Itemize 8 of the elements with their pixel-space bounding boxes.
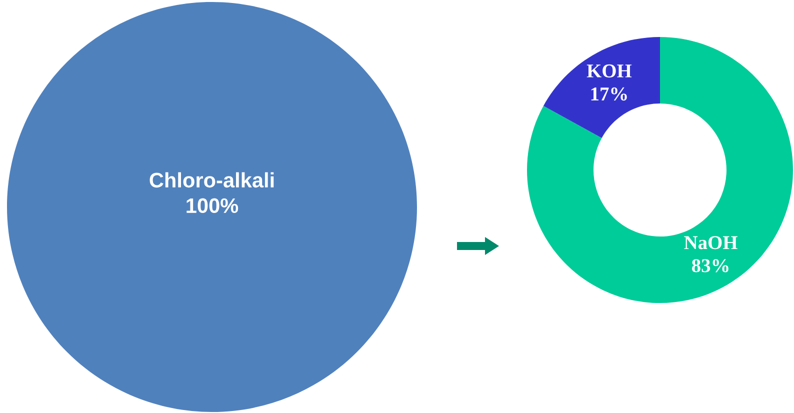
donut-slice — [527, 37, 793, 303]
slice-label: NaOH — [684, 236, 738, 250]
slice-label: KOH — [586, 64, 632, 78]
donut-slice — [543, 37, 660, 138]
data-label: 100% — [186, 198, 238, 214]
data-label: 83% — [692, 259, 728, 272]
slice-label: Chloro-alkali — [150, 172, 274, 188]
data-label: 17% — [591, 87, 627, 101]
